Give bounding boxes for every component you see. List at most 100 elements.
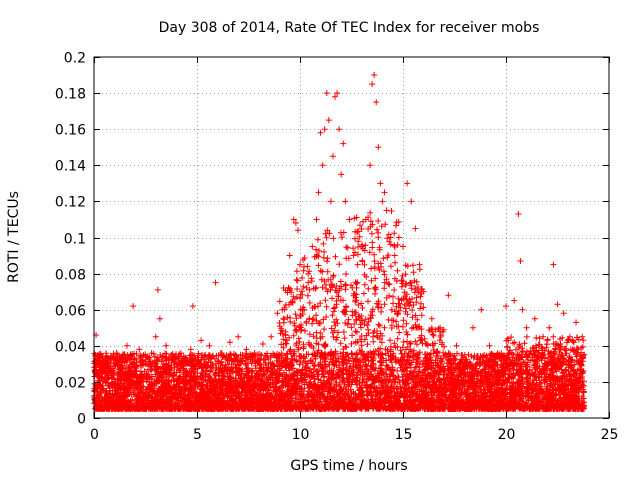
data-point	[517, 257, 524, 264]
data-point	[550, 261, 557, 268]
x-tick-label: 5	[193, 427, 202, 443]
y-tick-label: 0.08	[55, 268, 86, 284]
data-point	[156, 315, 163, 322]
y-tick-label: 0.02	[55, 376, 86, 392]
data-point	[573, 319, 580, 326]
data-point	[189, 303, 196, 310]
data-point	[350, 252, 357, 259]
x-tick-label: 15	[395, 427, 413, 443]
data-point	[362, 216, 369, 223]
y-tick-label: 0	[77, 412, 86, 428]
x-tick-label: 20	[498, 427, 516, 443]
data-point	[340, 140, 347, 147]
data-point	[107, 355, 114, 362]
data-point	[478, 306, 485, 313]
data-point	[412, 225, 419, 232]
scatter-cloud	[91, 208, 588, 412]
y-axis-label: ROTI / TECUs	[6, 191, 22, 283]
data-point	[315, 189, 322, 196]
data-point	[332, 93, 339, 100]
data-point	[461, 351, 468, 358]
data-point	[259, 340, 266, 347]
data-point	[354, 261, 361, 268]
data-point	[130, 303, 137, 310]
data-point	[338, 171, 345, 178]
data-point	[334, 90, 341, 97]
data-point	[317, 129, 324, 136]
data-point	[321, 126, 328, 133]
data-point	[325, 117, 332, 124]
data-point	[286, 252, 293, 259]
data-point	[486, 342, 493, 349]
data-point	[420, 288, 427, 295]
data-point	[101, 375, 108, 382]
data-point	[309, 243, 316, 250]
data-point	[327, 198, 334, 205]
data-point	[198, 337, 205, 344]
x-tick-label: 10	[292, 427, 310, 443]
data-point	[379, 198, 386, 205]
data-point	[381, 189, 388, 196]
data-point	[566, 333, 573, 340]
data-point	[280, 285, 287, 292]
data-point	[152, 333, 159, 340]
data-point	[369, 81, 376, 88]
data-point	[554, 301, 561, 308]
data-point	[290, 216, 297, 223]
data-point	[523, 324, 530, 331]
y-tick-label: 0.14	[55, 159, 86, 175]
data-point	[235, 333, 242, 340]
data-point	[319, 162, 326, 169]
data-point	[268, 333, 275, 340]
data-point	[123, 342, 130, 349]
data-point	[375, 144, 382, 151]
data-point	[494, 351, 501, 358]
data-point	[416, 261, 423, 268]
data-point	[531, 315, 538, 322]
y-tick-label: 0.06	[55, 304, 86, 320]
data-point	[226, 339, 233, 346]
y-tick-label: 0.2	[64, 51, 86, 67]
x-tick-label: 0	[90, 427, 99, 443]
data-point	[292, 220, 299, 227]
data-point	[206, 342, 213, 349]
data-point	[346, 216, 353, 223]
data-point	[560, 310, 567, 317]
data-point	[511, 297, 518, 304]
data-point	[408, 198, 415, 205]
data-point	[383, 207, 390, 214]
data-point	[218, 350, 225, 357]
data-point	[371, 72, 378, 79]
data-point	[387, 234, 394, 241]
data-point	[546, 324, 553, 331]
data-point	[212, 279, 219, 286]
data-point	[367, 162, 374, 169]
data-point	[171, 353, 178, 360]
data-point	[297, 261, 303, 268]
data-point	[329, 153, 336, 160]
data-point	[336, 126, 343, 133]
x-axis-label: GPS time / hours	[290, 458, 407, 474]
data-point	[251, 350, 258, 357]
plot-frame	[93, 56, 610, 419]
axis-ticks	[94, 57, 610, 419]
data-point	[136, 346, 143, 353]
data-point	[445, 292, 452, 299]
data-point	[305, 279, 312, 286]
data-point	[179, 357, 186, 364]
data-point	[117, 366, 124, 373]
data-point	[97, 364, 104, 371]
data-point	[515, 211, 522, 218]
data-point	[391, 252, 398, 259]
y-tick-label: 0.04	[55, 340, 86, 356]
data-point	[428, 315, 435, 322]
data-point	[323, 90, 330, 97]
data-point	[470, 324, 477, 331]
data-point	[453, 342, 460, 349]
data-point	[437, 324, 444, 331]
data-point	[540, 333, 547, 340]
data-point	[294, 227, 301, 234]
data-point	[187, 346, 194, 353]
data-point	[163, 342, 170, 349]
